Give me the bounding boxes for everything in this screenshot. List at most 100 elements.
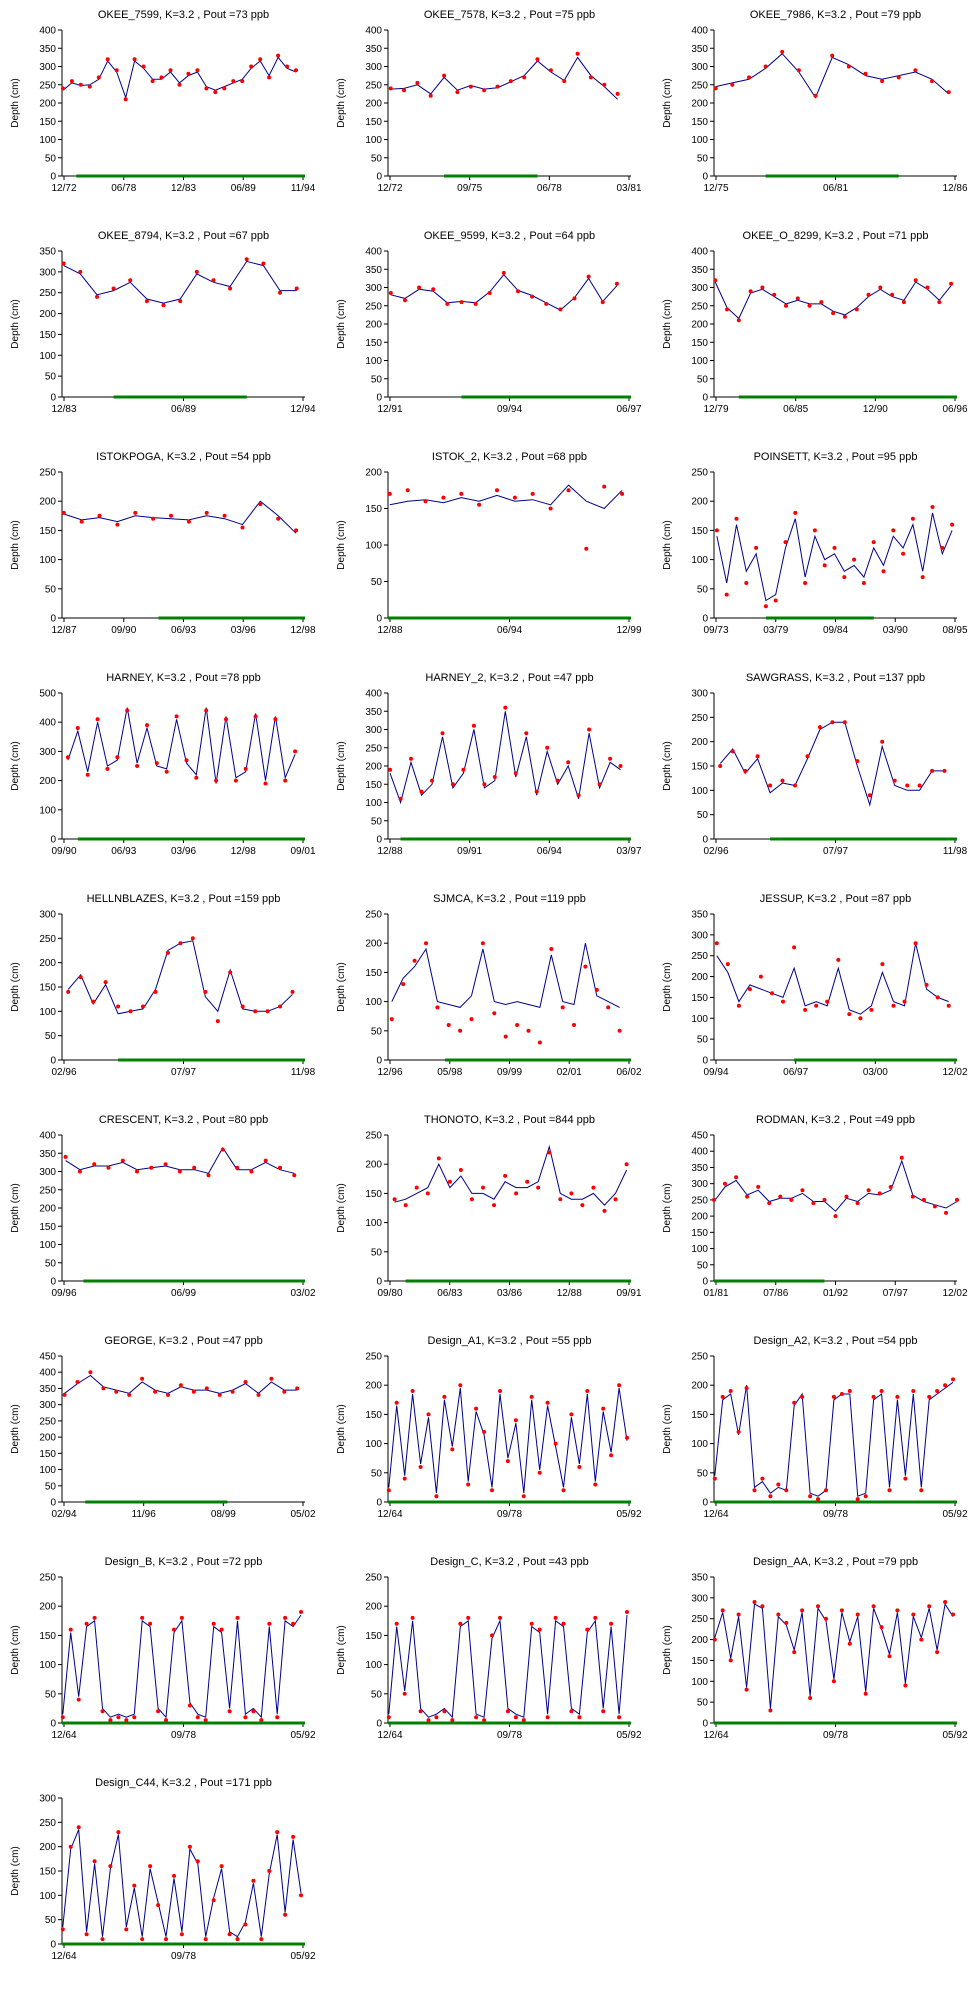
observed-point bbox=[228, 286, 233, 291]
observed-point bbox=[796, 68, 801, 73]
observed-point bbox=[458, 1168, 463, 1172]
observed-point bbox=[195, 1859, 200, 1864]
observed-point bbox=[544, 301, 549, 306]
observed-point bbox=[601, 1406, 606, 1411]
observed-point bbox=[235, 1937, 240, 1942]
observed-point bbox=[100, 1709, 105, 1714]
observed-point bbox=[547, 1150, 552, 1155]
observed-point bbox=[847, 1012, 852, 1017]
x-tick-label: 09/80 bbox=[377, 1288, 402, 1299]
y-tick-label: 0 bbox=[376, 1056, 382, 1067]
observed-point bbox=[795, 296, 800, 301]
observed-point bbox=[594, 987, 599, 992]
observed-point bbox=[844, 1194, 849, 1199]
y-tick-label: 200 bbox=[691, 99, 708, 110]
observed-point bbox=[455, 90, 460, 95]
observed-point bbox=[480, 941, 485, 946]
y-tick-label: 100 bbox=[365, 1660, 382, 1671]
y-tick-label: 100 bbox=[691, 786, 708, 797]
chart-svg: ISTOK_2, K=3.2 , Pout =68 ppb Depth (cm) 0… bbox=[336, 451, 642, 636]
observed-point bbox=[530, 491, 535, 496]
simulated-series-line bbox=[63, 500, 297, 534]
observed-point bbox=[930, 505, 935, 509]
observed-point bbox=[178, 941, 183, 946]
y-tick-label: 100 bbox=[39, 351, 56, 362]
observed-point bbox=[62, 1392, 67, 1397]
y-tick-label: 200 bbox=[39, 776, 56, 787]
observed-point bbox=[482, 88, 487, 93]
x-tick-label: 12/88 bbox=[557, 1288, 582, 1299]
observed-point bbox=[911, 1612, 916, 1617]
observed-point bbox=[115, 522, 120, 527]
observed-point bbox=[492, 1203, 496, 1208]
x-tick-label: 02/96 bbox=[703, 846, 728, 857]
observed-point bbox=[768, 1494, 773, 1499]
chart-panel: OKEE_7578, K=3.2 , Pout =75 ppb Depth (cm… bbox=[326, 0, 642, 210]
y-tick-label: 50 bbox=[45, 1915, 57, 1926]
observed-point bbox=[871, 1604, 876, 1609]
observed-point bbox=[831, 311, 836, 316]
observed-point bbox=[723, 1181, 727, 1186]
observed-point bbox=[243, 1380, 248, 1384]
observed-point bbox=[720, 1608, 725, 1613]
observed-point bbox=[734, 1175, 739, 1180]
observed-point bbox=[879, 1625, 884, 1630]
observed-point bbox=[535, 57, 540, 62]
x-tick-label: 09/91 bbox=[457, 846, 482, 857]
y-tick-label: 300 bbox=[691, 62, 708, 73]
observed-point bbox=[135, 764, 140, 768]
y-tick-label: 300 bbox=[691, 930, 708, 941]
observed-point bbox=[583, 964, 588, 969]
chart-panel: GEORGE, K=3.2 , Pout =47 ppb Depth (cm) 0 5… bbox=[0, 1326, 316, 1536]
observed-point bbox=[588, 75, 593, 80]
chart-panel: RODMAN, K=3.2 , Pout =49 ppb Depth (cm) 0 5… bbox=[652, 1105, 968, 1315]
observed-point bbox=[943, 1600, 948, 1604]
observed-point bbox=[608, 756, 613, 761]
observed-point bbox=[273, 717, 278, 722]
y-tick-label: 50 bbox=[697, 1468, 709, 1479]
observed-point bbox=[789, 1197, 794, 1202]
chart-title: OKEE_9599, K=3.2 , Pout =64 ppb bbox=[424, 230, 595, 242]
y-tick-label: 200 bbox=[39, 497, 56, 508]
y-tick-label: 300 bbox=[365, 62, 382, 73]
observed-point bbox=[211, 1621, 216, 1626]
observed-point bbox=[728, 1389, 733, 1393]
observed-point bbox=[203, 1937, 208, 1942]
observed-point bbox=[458, 1383, 463, 1388]
chart-panel: SJMCA, K=3.2 , Pout =119 ppb Depth (cm) 0 5… bbox=[326, 884, 642, 1094]
observed-point bbox=[553, 1615, 558, 1620]
observed-point bbox=[103, 980, 108, 985]
y-axis-label: Depth (cm) bbox=[662, 1183, 673, 1232]
y-tick-label: 50 bbox=[371, 577, 383, 588]
x-tick-label: 07/97 bbox=[823, 846, 848, 857]
y-axis-label: Depth (cm) bbox=[10, 520, 21, 569]
observed-point bbox=[833, 1214, 838, 1219]
observed-point bbox=[890, 292, 895, 297]
y-tick-label: 300 bbox=[365, 283, 382, 294]
x-tick-label: 12/98 bbox=[290, 625, 315, 636]
y-axis-label: Depth (cm) bbox=[336, 520, 347, 569]
observed-point bbox=[569, 1412, 574, 1417]
y-axis-label: Depth (cm) bbox=[662, 1404, 673, 1453]
chart-panel: OKEE_7986, K=3.2 , Pout =79 ppb Depth (cm… bbox=[652, 0, 968, 210]
y-tick-label: 200 bbox=[365, 762, 382, 773]
y-axis-label: Depth (cm) bbox=[10, 1846, 21, 1895]
observed-point bbox=[495, 488, 499, 493]
y-tick-label: 100 bbox=[691, 1244, 708, 1255]
x-tick-label: 06/02 bbox=[616, 1067, 641, 1078]
observed-point bbox=[744, 1386, 749, 1391]
chart-title: OKEE_7578, K=3.2 , Pout =75 ppb bbox=[424, 9, 595, 21]
observed-point bbox=[450, 782, 455, 787]
observed-point bbox=[96, 75, 101, 80]
observed-point bbox=[263, 1158, 268, 1163]
chart-title: SAWGRASS, K=3.2 , Pout =137 ppb bbox=[746, 672, 925, 684]
observed-point bbox=[537, 1470, 542, 1475]
y-tick-label: 250 bbox=[39, 934, 56, 945]
y-tick-label: 250 bbox=[365, 743, 382, 754]
observed-point bbox=[895, 1608, 900, 1613]
observed-point bbox=[100, 1937, 105, 1942]
observed-point bbox=[169, 513, 173, 518]
observed-point bbox=[153, 989, 158, 994]
chart-svg: SAWGRASS, K=3.2 , Pout =137 ppb Depth (cm… bbox=[662, 672, 968, 857]
observed-point bbox=[944, 1210, 948, 1215]
